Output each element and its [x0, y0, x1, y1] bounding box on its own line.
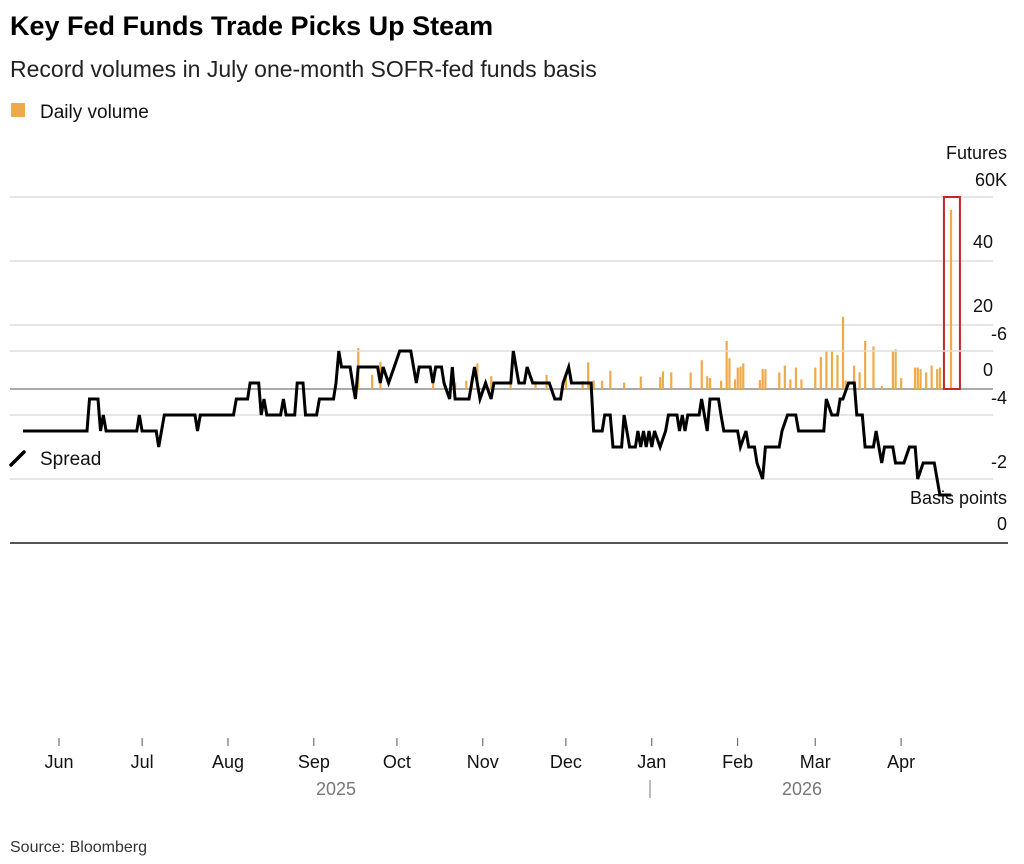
volume-bar: [609, 370, 612, 389]
year-label-2025: 2025: [316, 779, 356, 799]
spread-y-ticks: 0 -2 -4 -6: [991, 324, 1007, 534]
volume-bar: [587, 362, 590, 389]
volume-bar: [739, 366, 742, 389]
spread-axis-label: Basis points: [910, 488, 1007, 508]
volume-bar: [623, 382, 626, 389]
volume-bar: [949, 209, 953, 389]
volume-bar: [841, 316, 845, 389]
chart-subtitle: Record volumes in July one-month SOFR-fe…: [10, 56, 597, 82]
spread-y-tick: 0: [997, 514, 1007, 534]
volume-bar: [794, 367, 798, 389]
spread-y-tick: -2: [991, 452, 1007, 472]
volume-bar: [659, 377, 662, 389]
source-note: Source: Bloomberg: [10, 839, 147, 856]
volume-bar: [938, 367, 942, 389]
volume-bar: [852, 365, 856, 389]
volume-bar: [872, 346, 875, 389]
volume-bar: [936, 369, 939, 389]
volume-bar: [708, 378, 712, 389]
volume-bar: [706, 376, 709, 389]
chart-title: Key Fed Funds Trade Picks Up Steam: [10, 11, 493, 41]
volume-bar: [736, 367, 739, 389]
x-tick-label: Jun: [44, 752, 73, 772]
volume-bar: [761, 369, 764, 389]
volume-bar: [825, 351, 828, 389]
volume-bar: [639, 376, 642, 389]
volume-bar: [778, 372, 781, 389]
volume-bar: [661, 371, 665, 389]
volume-bar: [490, 376, 493, 389]
legend-spread: Spread: [40, 449, 101, 470]
volume-y-tick: 0: [983, 360, 993, 380]
volume-bar: [789, 379, 792, 389]
volume-bar: [783, 365, 786, 389]
volume-bar: [930, 365, 933, 389]
volume-bar: [728, 358, 731, 389]
x-tick-label: Mar: [800, 752, 831, 772]
volume-bar: [830, 351, 834, 389]
volume-bar: [742, 363, 745, 389]
spread-y-tick: -6: [991, 324, 1007, 344]
volume-bar: [894, 349, 897, 389]
volume-bar: [913, 367, 917, 389]
highlight-box: [942, 196, 961, 390]
x-tick-label: Aug: [212, 752, 244, 772]
volume-bar: [592, 380, 595, 389]
volume-bar: [814, 367, 817, 389]
volume-bar: [534, 381, 537, 389]
volume-axis-label: Futures: [946, 143, 1007, 163]
volume-bars: [357, 209, 953, 389]
volume-bar: [720, 380, 723, 389]
volume-bar: [864, 341, 867, 389]
volume-y-tick: 60K: [975, 170, 1007, 190]
spread-line: [23, 349, 951, 497]
x-tick-label: Apr: [887, 752, 915, 772]
volume-bar: [858, 372, 861, 389]
volume-bar: [600, 380, 604, 389]
x-axis-ticks: Jun Jul Aug Sep Oct Nov Dec Jan Feb Mar Apr: [44, 738, 915, 772]
x-tick-label: Dec: [550, 752, 582, 772]
x-tick-label: Jan: [637, 752, 666, 772]
volume-bar: [689, 372, 692, 389]
volume-bar: [844, 380, 847, 389]
x-tick-label: Jul: [131, 752, 154, 772]
volume-bar: [581, 381, 584, 389]
volume-y-ticks: 60K 40 20 0: [973, 170, 1007, 380]
x-tick-label: Feb: [722, 752, 753, 772]
volume-bar: [836, 355, 839, 389]
volume-bar: [700, 360, 703, 389]
volume-y-tick: 20: [973, 296, 993, 316]
volume-bar: [465, 380, 468, 389]
spread-y-tick: -4: [991, 388, 1007, 408]
volume-bar: [916, 367, 919, 389]
volume-bar: [819, 357, 822, 389]
volume-bar: [670, 372, 673, 389]
x-tick-label: Oct: [383, 752, 411, 772]
x-tick-label: Nov: [467, 752, 499, 772]
year-label-2026: 2026: [782, 779, 822, 799]
volume-bar: [800, 379, 803, 389]
volume-bar: [891, 351, 894, 389]
volume-bar: [725, 341, 728, 389]
volume-bar: [733, 379, 737, 389]
volume-bar: [431, 382, 435, 389]
x-tick-label: Sep: [298, 752, 330, 772]
legend-swatch-daily-volume: [11, 103, 25, 117]
volume-bar: [764, 369, 767, 389]
volume-bar: [880, 385, 883, 389]
legend-line-spread-icon: [9, 450, 26, 467]
volume-bar: [371, 374, 374, 389]
volume-bar: [900, 378, 903, 389]
volume-bar: [925, 372, 928, 389]
legend-daily-volume: Daily volume: [40, 102, 149, 123]
volume-bar: [758, 380, 762, 389]
volume-gridlines: [10, 196, 993, 390]
volume-bar: [509, 384, 512, 389]
volume-y-tick: 40: [973, 232, 993, 252]
volume-bar: [564, 374, 568, 389]
volume-bar: [919, 369, 922, 389]
